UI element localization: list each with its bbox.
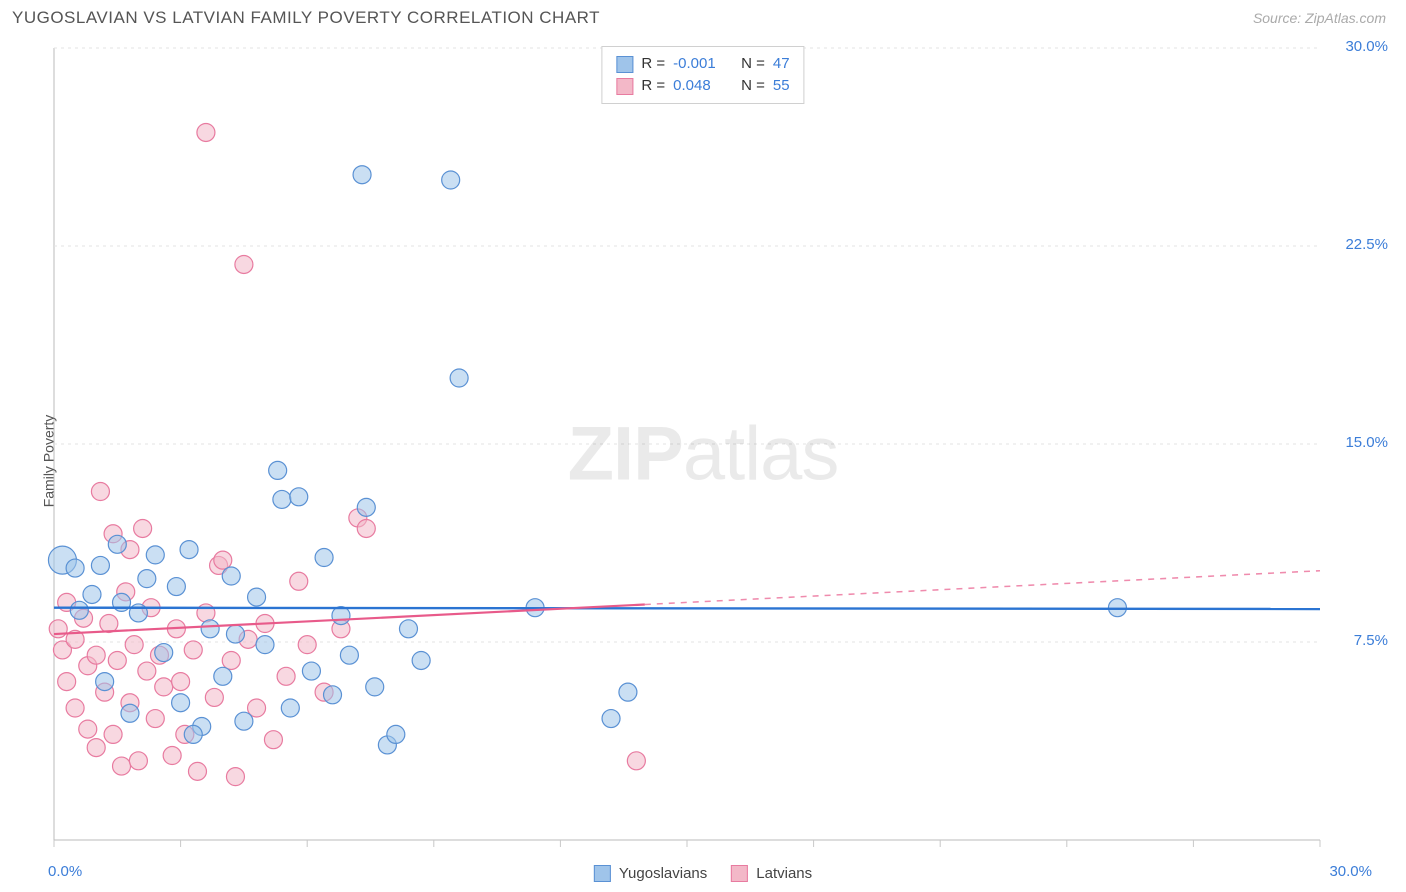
stats-row-latvians: R = 0.048 N = 55	[616, 75, 789, 97]
source-label: Source: ZipAtlas.com	[1253, 10, 1386, 26]
stat-n-label: N =	[741, 75, 765, 97]
y-tick-label: 15.0%	[1345, 434, 1388, 451]
bottom-legend: Yugoslavians Latvians	[594, 865, 812, 882]
y-tick-label: 30.0%	[1345, 38, 1388, 55]
legend-item-latvians: Latvians	[731, 865, 812, 882]
legend-item-yugoslavians: Yugoslavians	[594, 865, 707, 882]
header: YUGOSLAVIAN VS LATVIAN FAMILY POVERTY CO…	[0, 0, 1406, 32]
stat-r-label: R =	[641, 75, 665, 97]
x-end-label: 30.0%	[1329, 863, 1372, 880]
y-tick-label: 22.5%	[1345, 236, 1388, 253]
chart-title: YUGOSLAVIAN VS LATVIAN FAMILY POVERTY CO…	[12, 8, 600, 28]
stat-n-value: 47	[773, 53, 790, 75]
legend-label: Latvians	[756, 865, 812, 882]
scatter-plot	[10, 40, 1396, 882]
swatch-icon	[616, 78, 633, 95]
swatch-icon	[731, 865, 748, 882]
stat-r-value: 0.048	[673, 75, 723, 97]
stat-r-value: -0.001	[673, 53, 723, 75]
swatch-icon	[594, 865, 611, 882]
stat-r-label: R =	[641, 53, 665, 75]
stats-row-yugoslavians: R = -0.001 N = 47	[616, 53, 789, 75]
swatch-icon	[616, 56, 633, 73]
stat-n-label: N =	[741, 53, 765, 75]
y-axis-label: Family Poverty	[40, 415, 56, 508]
y-tick-label: 7.5%	[1354, 632, 1388, 649]
x-start-label: 0.0%	[48, 863, 82, 880]
legend-label: Yugoslavians	[619, 865, 707, 882]
chart-container: Family Poverty ZIPatlas R = -0.001 N = 4…	[10, 40, 1396, 882]
stat-n-value: 55	[773, 75, 790, 97]
stats-legend: R = -0.001 N = 47 R = 0.048 N = 55	[601, 46, 804, 104]
